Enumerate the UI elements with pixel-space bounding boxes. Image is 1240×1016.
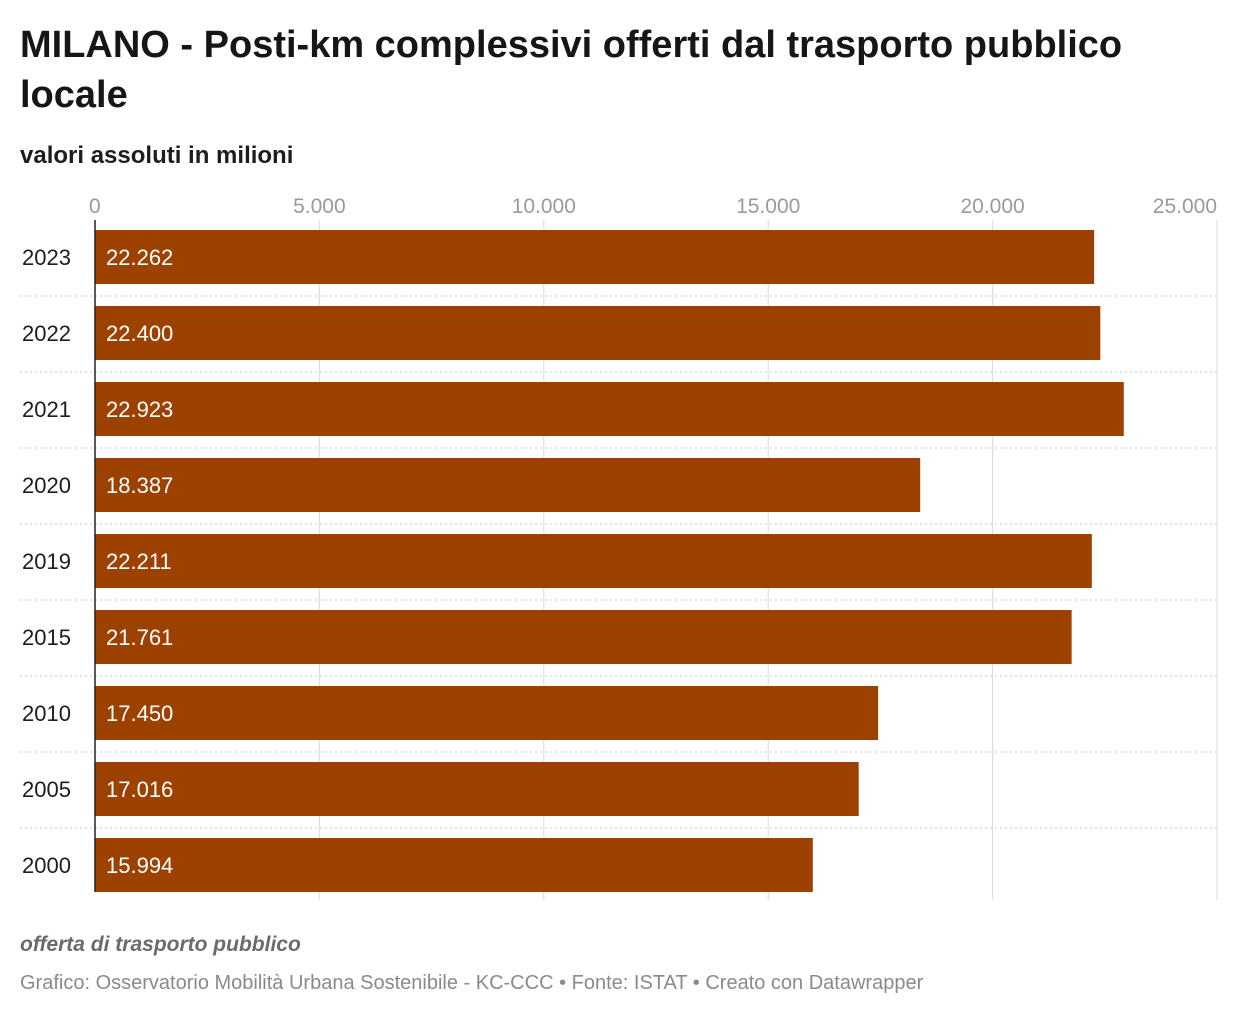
value-label: 22.923 (106, 397, 173, 422)
x-tick-label: 0 (89, 195, 101, 218)
value-label: 17.016 (106, 777, 173, 802)
value-label: 15.994 (106, 853, 173, 878)
category-label: 2000 (22, 853, 71, 878)
bar-2005 (95, 762, 859, 816)
bar-2022 (95, 306, 1101, 360)
bar-2019 (95, 534, 1092, 588)
category-label: 2023 (22, 245, 71, 270)
category-label: 2005 (22, 777, 71, 802)
value-label: 17.450 (106, 701, 173, 726)
x-tick-label: 15.000 (736, 195, 800, 218)
category-label: 2021 (22, 397, 71, 422)
value-label: 22.211 (106, 549, 172, 574)
bar-chart: 0 5.000 10.000 15.000 20.000 25.000 202320222… (20, 195, 1218, 900)
footer-note: offerta di trasporto pubblico (20, 933, 301, 956)
value-label: 21.761 (106, 625, 173, 650)
category-label: 2020 (22, 473, 71, 498)
bar-2023 (95, 230, 1095, 284)
footer-credits: Grafico: Osservatorio Mobilità Urbana So… (20, 972, 924, 994)
category-label: 2022 (22, 321, 71, 346)
category-labels: 2023 2022 2021 2020 2019 2015 2010 2005 2000 (22, 245, 71, 878)
category-label: 2015 (22, 625, 71, 650)
x-tick-label: 20.000 (960, 195, 1024, 218)
bar-2021 (95, 382, 1124, 436)
category-label: 2019 (22, 549, 71, 574)
x-tick-label: 25.000 (1153, 195, 1217, 218)
value-label: 22.400 (106, 321, 173, 346)
bars (95, 230, 1124, 892)
value-label: 18.387 (106, 473, 173, 498)
value-labels: 22.262 22.400 22.923 18.387 22.211 21.761 17.4… (106, 245, 173, 878)
x-tick-label: 10.000 (512, 195, 576, 218)
bar-2015 (95, 610, 1072, 664)
bar-2010 (95, 686, 879, 740)
category-label: 2010 (22, 701, 71, 726)
x-axis-ticks: 0 5.000 10.000 15.000 20.000 25.000 (89, 195, 1217, 218)
bar-2020 (95, 458, 921, 512)
bar-2000 (95, 838, 813, 892)
value-label: 22.262 (106, 245, 173, 270)
x-tick-label: 5.000 (293, 195, 346, 218)
chart-title: MILANO - Posti-km complessivi offerti da… (20, 24, 1123, 116)
chart-subtitle: valori assoluti in milioni (20, 142, 294, 169)
